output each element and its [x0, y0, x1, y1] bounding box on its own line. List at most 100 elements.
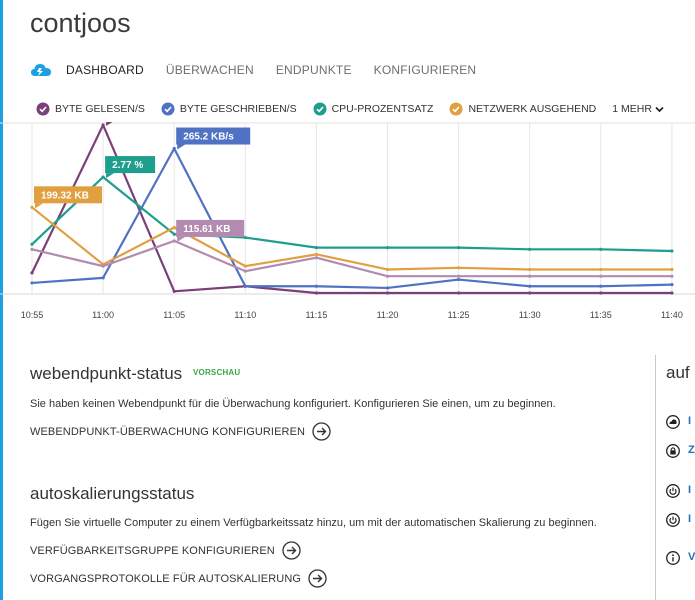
series-point	[528, 291, 532, 295]
series-point	[599, 291, 603, 295]
legend-item-bytes-written[interactable]: BYTE GESCHRIEBEN/S	[161, 102, 297, 116]
x-tick-label: 11:10	[234, 310, 256, 320]
chart-legend: BYTE GELESEN/S BYTE GESCHRIEBEN/S CPU-PR…	[36, 102, 664, 116]
quick-glance-item-label: I	[688, 415, 692, 427]
x-tick-label: 11:00	[92, 310, 114, 320]
check-circle-icon	[36, 102, 50, 116]
cloud-icon	[666, 415, 680, 429]
value-label-box	[105, 156, 156, 174]
value-label-pointer	[177, 236, 186, 242]
action-label: VORGANGSPROTOKOLLE FÜR AUTOSKALIERUNG	[30, 572, 302, 585]
x-tick-label: 11:30	[519, 310, 541, 320]
power-icon	[666, 484, 680, 498]
series-point	[457, 266, 461, 270]
tab-ueberwachen[interactable]: ÜBERWACHEN	[165, 63, 254, 77]
x-tick-label: 11:40	[661, 310, 683, 320]
value-label-text: 115.61 KB	[183, 224, 230, 235]
info-icon	[666, 551, 680, 565]
value-label-text: 265.2 KB/s	[183, 132, 234, 143]
series-line	[31, 175, 672, 253]
series-point	[670, 249, 674, 253]
page-title: contjoos	[30, 8, 131, 38]
series-point	[385, 246, 390, 250]
configure-webendpoint-monitoring-link[interactable]: WEBENDPUNKT-ÜBERWACHUNG KONFIGURIEREN	[30, 422, 331, 441]
series-point	[599, 274, 603, 278]
series-line	[31, 206, 672, 271]
legend-more-label: 1 MEHR	[612, 103, 652, 115]
webendpoint-status-title: webendpunkt-status	[30, 364, 183, 383]
autoscale-description: Fügen Sie virtuelle Computer zu einem Ve…	[30, 517, 597, 529]
power-icon	[666, 513, 680, 527]
value-label-box	[176, 127, 251, 145]
quick-glance-item[interactable]: I	[666, 484, 695, 498]
legend-item-network-out[interactable]: NETZWERK AUSGEHEND	[449, 102, 596, 116]
arrow-right-circle-icon	[308, 569, 327, 588]
series-point	[172, 289, 176, 293]
cloud-service-icon	[31, 64, 51, 76]
quick-glance-item-label: I	[688, 484, 692, 496]
quick-glance-item[interactable]: I	[666, 415, 695, 429]
series-point	[101, 276, 105, 280]
series-point	[30, 205, 34, 209]
lock-icon	[666, 444, 680, 458]
autoscale-operation-logs-link[interactable]: VORGANGSPROTOKOLLE FÜR AUTOSKALIERUNG	[30, 569, 327, 588]
autoscale-status-title: autoskalierungsstatus	[30, 484, 195, 503]
series-point	[599, 284, 603, 288]
legend-more-dropdown[interactable]: 1 MEHR	[612, 103, 664, 115]
series-point	[385, 286, 390, 290]
series-point	[314, 284, 318, 288]
series-point	[172, 232, 176, 236]
tab-konfigurieren[interactable]: KONFIGURIEREN	[373, 63, 477, 77]
metrics-chart: 10:55 11:00 11:05 11:10 11:15 11:20 11:25 11:30…	[0, 122, 695, 320]
series-line	[31, 147, 672, 290]
series-point	[528, 284, 532, 288]
series-point	[101, 264, 105, 268]
check-circle-icon	[449, 102, 463, 116]
series-point	[101, 123, 105, 127]
legend-label: BYTE GELESEN/S	[55, 103, 145, 115]
series-point	[172, 239, 176, 243]
legend-label: CPU-PROZENTSATZ	[331, 103, 434, 115]
arrow-right-circle-icon	[312, 422, 331, 441]
action-label: WEBENDPUNKT-ÜBERWACHUNG KONFIGURIEREN	[30, 425, 306, 438]
quick-glance-item[interactable]: Z	[666, 444, 695, 458]
quick-glance-item[interactable]: I	[666, 513, 695, 527]
value-label-pointer	[106, 122, 113, 126]
x-tick-label: 11:20	[377, 310, 399, 320]
series-point	[314, 246, 318, 250]
series-line	[31, 239, 672, 278]
tab-endpunkte[interactable]: ENDPUNKTE	[275, 63, 352, 77]
legend-label: BYTE GESCHRIEBEN/S	[179, 103, 297, 115]
series-point	[30, 271, 34, 275]
legend-label: NETZWERK AUSGEHEND	[468, 103, 597, 115]
series-point	[528, 274, 532, 278]
series-point	[528, 247, 532, 251]
quick-glance-item[interactable]: V	[666, 551, 695, 565]
series-point	[457, 274, 461, 278]
series-point	[670, 283, 674, 287]
arrow-right-circle-icon	[282, 541, 301, 560]
quick-glance-item-label: Z	[688, 444, 695, 456]
quick-glance-item-label: I	[688, 513, 692, 525]
series-point	[30, 247, 34, 251]
legend-item-cpu[interactable]: CPU-PROZENTSATZ	[313, 102, 434, 116]
quick-glance-panel: auf e I Z I I V	[655, 355, 695, 600]
series-point	[314, 291, 318, 295]
preview-badge: VORSCHAU	[193, 368, 241, 377]
value-label-box	[34, 186, 102, 204]
series-point	[30, 281, 34, 285]
series-point	[30, 242, 34, 246]
x-tick-label: 11:35	[590, 310, 612, 320]
series-point	[314, 256, 318, 260]
x-tick-label: 11:15	[305, 310, 327, 320]
x-tick-label: 10:55	[21, 310, 44, 320]
value-label-text: 2.77 %	[112, 160, 143, 171]
legend-item-bytes-read[interactable]: BYTE GELESEN/S	[36, 102, 145, 116]
value-label-pointer	[106, 173, 115, 179]
series-point	[101, 175, 105, 179]
series-point	[243, 284, 247, 288]
series-point	[243, 269, 247, 273]
tab-dashboard[interactable]: DASHBOARD	[66, 63, 144, 77]
configure-availability-group-link[interactable]: VERFÜGBARKEITSGRUPPE KONFIGURIEREN	[30, 541, 301, 560]
series-point	[670, 291, 674, 295]
